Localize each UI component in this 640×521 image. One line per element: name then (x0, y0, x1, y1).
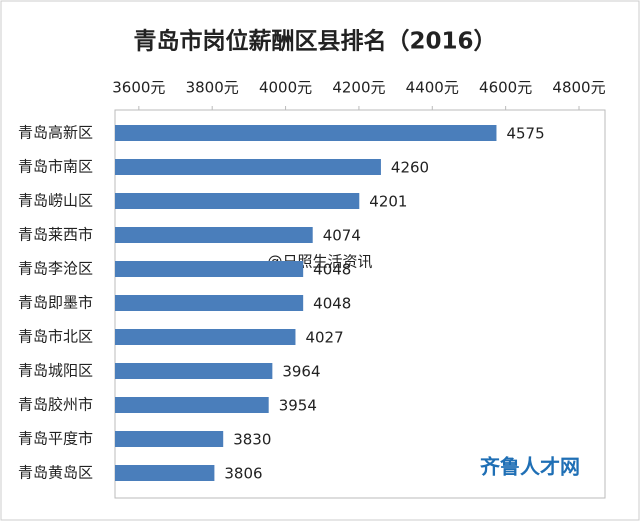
bar (115, 261, 304, 277)
bar (115, 363, 273, 379)
y-tick-label: 青岛平度市 (18, 430, 93, 448)
value-label: 3830 (233, 431, 271, 449)
x-tick-label: 3800元 (186, 79, 239, 97)
bar (115, 193, 360, 209)
y-tick-label: 青岛李沧区 (18, 260, 93, 278)
x-tick-label: 4800元 (552, 79, 605, 97)
value-label: 4048 (313, 261, 351, 279)
value-label: 4048 (313, 295, 351, 313)
bar (115, 465, 215, 481)
bar (115, 397, 269, 413)
y-tick-label: 青岛即墨市 (18, 294, 93, 312)
value-label: 3954 (279, 397, 317, 415)
value-label: 4260 (391, 159, 429, 177)
value-label: 3806 (224, 465, 262, 483)
y-tick-label: 青岛胶州市 (18, 396, 93, 414)
y-tick-label: 青岛黄岛区 (18, 464, 93, 482)
y-tick-label: 青岛高新区 (18, 124, 93, 142)
y-tick-label: 青岛城阳区 (18, 362, 93, 380)
x-tick-label: 4000元 (259, 79, 312, 97)
value-label: 4575 (506, 125, 544, 143)
x-tick-label: 4200元 (332, 79, 385, 97)
value-label: 4027 (305, 329, 343, 347)
bar (115, 159, 381, 175)
bar (115, 295, 304, 311)
y-tick-label: 青岛市南区 (18, 158, 93, 176)
y-tick-label: 青岛市北区 (18, 328, 93, 346)
x-tick-label: 3600元 (112, 79, 165, 97)
y-tick-label: 青岛崂山区 (18, 192, 93, 210)
logo-text: 齐鲁人才网 (480, 455, 580, 479)
chart-title: 青岛市岗位薪酬区县排名（2016） (133, 28, 496, 55)
y-tick-label: 青岛莱西市 (18, 226, 93, 244)
bar (115, 431, 224, 447)
x-tick-label: 4600元 (479, 79, 532, 97)
bar (115, 125, 497, 141)
value-label: 3964 (282, 363, 320, 381)
value-label: 4201 (369, 193, 407, 211)
value-label: 4074 (323, 227, 361, 245)
bar (115, 329, 296, 345)
x-tick-label: 4400元 (406, 79, 459, 97)
bar (115, 227, 313, 243)
